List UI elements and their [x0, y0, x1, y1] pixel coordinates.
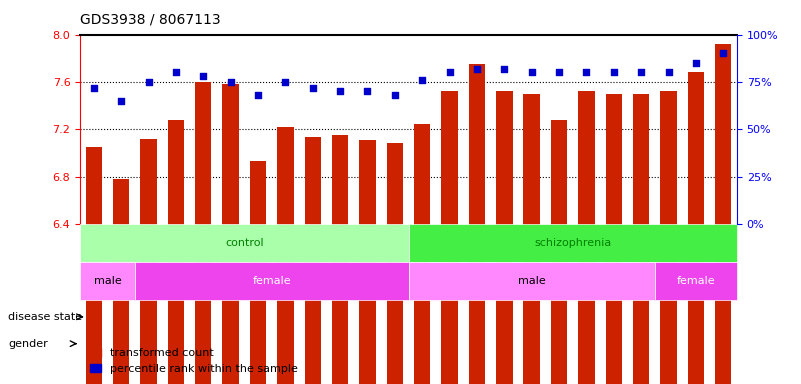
Bar [304, 137, 321, 384]
Point [115, 98, 127, 104]
Point [361, 88, 374, 94]
Bar [359, 140, 376, 384]
Text: control: control [225, 238, 264, 248]
Point [416, 77, 429, 83]
FancyBboxPatch shape [80, 224, 409, 262]
Point [279, 79, 292, 85]
Bar [387, 143, 403, 384]
Text: GDS3938 / 8067113: GDS3938 / 8067113 [80, 13, 221, 27]
Point [634, 70, 647, 76]
Text: schizophrenia: schizophrenia [534, 238, 611, 248]
FancyBboxPatch shape [135, 262, 409, 300]
Bar [524, 94, 540, 384]
Bar [167, 120, 184, 384]
Text: disease state: disease state [8, 312, 83, 322]
Bar [441, 91, 458, 384]
Point [87, 84, 100, 91]
Point [252, 92, 264, 98]
Point [717, 50, 730, 56]
Bar [660, 91, 677, 384]
FancyBboxPatch shape [409, 262, 655, 300]
Bar [250, 161, 266, 384]
Point [607, 70, 620, 76]
Bar [496, 91, 513, 384]
Bar [469, 64, 485, 384]
Bar [715, 44, 731, 384]
FancyBboxPatch shape [80, 262, 135, 300]
Point [690, 60, 702, 66]
Point [498, 66, 511, 72]
Bar [195, 82, 211, 384]
Bar [551, 120, 567, 384]
Bar [277, 127, 294, 384]
FancyBboxPatch shape [409, 224, 737, 262]
Bar [414, 124, 430, 384]
Point [224, 79, 237, 85]
Text: gender: gender [8, 339, 48, 349]
Point [388, 92, 401, 98]
Point [443, 70, 456, 76]
Text: male: male [94, 276, 121, 286]
Text: female: female [252, 276, 291, 286]
Point [197, 73, 210, 79]
Point [525, 70, 538, 76]
Bar [140, 139, 157, 384]
Point [470, 66, 483, 72]
Point [306, 84, 319, 91]
Legend: transformed count, percentile rank within the sample: transformed count, percentile rank withi… [86, 344, 303, 379]
Bar [606, 94, 622, 384]
Bar [578, 91, 594, 384]
Bar [332, 135, 348, 384]
Bar [113, 179, 130, 384]
Bar [223, 84, 239, 384]
Point [142, 79, 155, 85]
Bar [633, 94, 650, 384]
Text: male: male [517, 276, 545, 286]
Bar [687, 73, 704, 384]
Bar [86, 147, 102, 384]
Point [580, 70, 593, 76]
Point [170, 70, 183, 76]
FancyBboxPatch shape [655, 262, 737, 300]
Point [553, 70, 566, 76]
Text: female: female [677, 276, 715, 286]
Point [334, 88, 347, 94]
Point [662, 70, 675, 76]
